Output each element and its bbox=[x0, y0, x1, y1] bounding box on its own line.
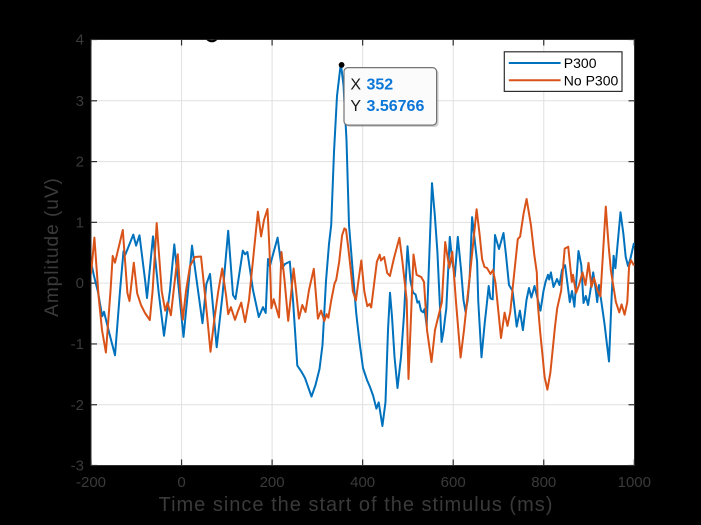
svg-text:3: 3 bbox=[76, 93, 84, 110]
svg-text:2: 2 bbox=[76, 154, 84, 171]
svg-text:0: 0 bbox=[76, 275, 84, 292]
svg-text:800: 800 bbox=[531, 474, 556, 491]
svg-text:Amplitude (uV): Amplitude (uV) bbox=[42, 177, 63, 317]
svg-text:200: 200 bbox=[260, 474, 285, 491]
svg-text:600: 600 bbox=[441, 474, 466, 491]
svg-text:Time since the start of the st: Time since the start of the stimulus (ms… bbox=[159, 494, 554, 516]
svg-text:Y: Y bbox=[350, 98, 361, 115]
svg-text:1: 1 bbox=[76, 214, 84, 231]
svg-text:-3: -3 bbox=[71, 458, 84, 475]
svg-text:X: X bbox=[350, 77, 361, 94]
svg-text:P300: P300 bbox=[564, 55, 597, 71]
svg-text:352: 352 bbox=[367, 77, 394, 94]
svg-text:0: 0 bbox=[177, 474, 185, 491]
svg-text:4: 4 bbox=[76, 32, 84, 49]
svg-text:400: 400 bbox=[350, 474, 375, 491]
svg-text:-1: -1 bbox=[71, 336, 84, 353]
svg-text:-200: -200 bbox=[76, 474, 106, 491]
svg-text:1000: 1000 bbox=[618, 474, 651, 491]
svg-text:3.56766: 3.56766 bbox=[367, 98, 425, 115]
svg-text:No P300: No P300 bbox=[564, 72, 619, 88]
svg-text:-2: -2 bbox=[71, 397, 84, 414]
